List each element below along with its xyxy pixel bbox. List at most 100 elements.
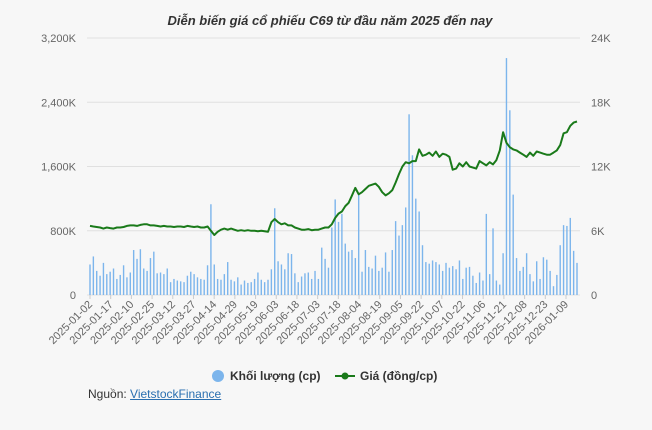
volume-bar [361,271,363,295]
volume-bar [475,282,477,295]
volume-bar [270,269,273,295]
legend[interactable]: Khối lượng (cp) Giá (đồng/cp) [212,369,437,383]
volume-bar [405,207,407,295]
volume-bar [502,253,504,295]
volume-bar [368,266,370,295]
volume-bar [512,194,514,295]
volume-bar [381,267,383,295]
left-axis: 0 800K 1,600K 2,400K 3,200K [41,33,77,302]
volume-bar [374,255,377,295]
volume-bar [462,278,464,295]
volume-bar [566,225,568,295]
volume-bar [509,110,511,295]
volume-bars [89,58,578,295]
volume-bar [146,270,148,295]
volume-bar [253,278,256,295]
volume-bar [163,274,165,295]
volume-bar [344,243,346,295]
volume-bar [159,272,162,295]
volume-bar [539,278,541,295]
volume-bar [300,276,303,295]
volume-bar [542,257,545,295]
volume-bar [452,266,454,295]
volume-bar [274,208,276,295]
chart-title: Diễn biến giá cổ phiếu C69 từ đầu năm 20… [168,13,494,28]
volume-bar [213,264,215,295]
legend-volume-label[interactable]: Khối lượng (cp) [230,369,321,383]
volume-bar [431,260,434,295]
volume-bar [448,267,451,295]
volume-bar [388,271,390,295]
volume-bar [183,282,185,295]
y-left-tick-label: 800K [50,226,76,238]
y-right-tick-label: 24K [591,33,611,45]
price-line-group [89,120,578,236]
volume-bar [398,235,400,295]
volume-bar [435,262,437,295]
volume-bar [102,262,105,295]
volume-bar [206,265,209,295]
volume-bar [478,272,481,295]
volume-bar [559,245,561,295]
volume-bar [472,275,474,295]
y-right-tick-label: 18K [591,97,611,109]
volume-bar [438,264,440,295]
volume-bar [284,269,286,295]
volume-bar [445,262,447,295]
volume-bar [99,275,101,295]
volume-bar [267,279,269,295]
volume-bar [89,264,91,295]
volume-bar [378,270,380,295]
volume-bar [153,251,155,295]
volume-bar [132,250,135,295]
volume-bar [499,284,501,295]
volume-bar [287,253,289,295]
volume-bar [428,263,430,295]
y-left-tick-label: 1,600K [41,162,77,174]
volume-bar [421,245,424,295]
volume-bar [465,267,467,295]
volume-bar [136,258,138,295]
volume-bar [327,267,330,295]
volume-bar [243,280,246,295]
volume-bar [482,280,484,295]
volume-bar [216,278,219,295]
volume-bar [233,281,236,295]
volume-bar [190,271,192,295]
volume-bar [166,268,168,295]
volume-bar [515,258,518,295]
volume-bar [488,274,491,295]
volume-bar [227,262,229,295]
legend-price-label[interactable]: Giá (đồng/cp) [360,369,437,383]
volume-bar [126,277,128,295]
volume-bar [337,221,340,295]
y-right-tick-label: 0 [591,290,597,302]
volume-bar [112,268,115,295]
volume-bar [129,272,132,295]
volume-bar [92,256,95,295]
y-right-tick-label: 12K [591,162,611,174]
y-right-tick-label: 6K [591,226,605,238]
volume-bar [109,271,111,295]
y-left-tick-label: 3,200K [41,33,77,45]
volume-bar [304,273,306,295]
volume-bar [263,282,266,295]
volume-bar [522,266,524,295]
volume-bar [257,272,259,295]
volume-bar [116,278,118,295]
volume-bar [371,268,373,295]
volume-bar [401,225,404,295]
volume-bar [173,278,175,295]
volume-bar [203,279,205,295]
volume-bar [200,278,202,295]
volume-bar [324,258,326,295]
source-link[interactable]: VietstockFinance [130,387,222,401]
volume-bar [525,253,528,295]
volume-bar [143,268,145,295]
volume-bar [411,155,414,295]
volume-bar [532,281,535,295]
volume-bar [569,217,571,295]
volume-bar [357,194,360,295]
volume-bar [546,259,548,295]
